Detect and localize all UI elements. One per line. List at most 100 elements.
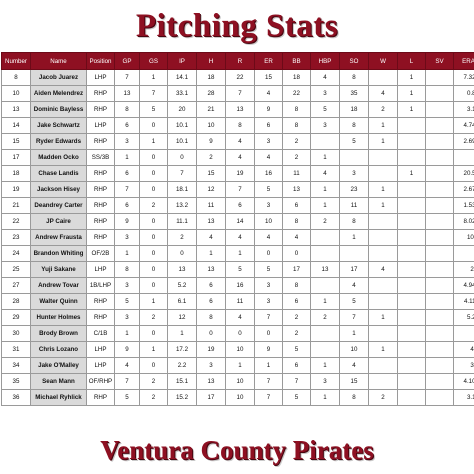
table-cell: 8	[196, 309, 226, 326]
table-cell: 13	[196, 261, 226, 278]
table-cell: 2	[282, 309, 311, 326]
table-cell: 2.7	[453, 261, 474, 278]
table-cell: 4	[254, 85, 283, 102]
column-header: IP	[167, 52, 197, 70]
table-cell: 2	[368, 389, 398, 406]
table-cell: Walter Quinn	[30, 293, 87, 310]
table-cell: 25	[1, 261, 31, 278]
table-cell: 27	[1, 277, 31, 294]
table-cell	[425, 325, 454, 342]
table-cell: 9	[254, 341, 283, 358]
table-cell: 8	[339, 69, 369, 86]
table-cell: 19	[225, 165, 255, 182]
table-cell: 0	[139, 229, 168, 246]
table-cell: 22	[1, 213, 31, 230]
table-cell	[368, 373, 398, 390]
column-header: GP	[114, 52, 140, 70]
table-cell: 4	[225, 229, 255, 246]
table-cell: JP Caire	[30, 213, 87, 230]
table-cell: 5	[339, 293, 369, 310]
table-cell: Jake O'Malley	[30, 357, 87, 374]
table-cell: 2.692	[453, 133, 474, 150]
column-header: Name	[30, 52, 87, 70]
table-cell: RHP	[86, 293, 115, 310]
table-cell: 22	[225, 69, 255, 86]
table-cell: Andrew Tovar	[30, 277, 87, 294]
table-cell: 35	[339, 85, 369, 102]
table-cell: 19	[196, 341, 226, 358]
table-cell: 1	[368, 341, 398, 358]
table-cell	[425, 133, 454, 150]
column-header: GS	[139, 52, 168, 70]
table-cell: 15.1	[167, 373, 197, 390]
table-cell: 8	[225, 117, 255, 134]
table-cell: 30	[1, 325, 31, 342]
table-cell: 29	[1, 309, 31, 326]
table-cell	[425, 117, 454, 134]
table-cell: 6.1	[167, 293, 197, 310]
table-cell	[368, 213, 398, 230]
table-cell: 1	[397, 101, 426, 118]
table-cell: 9	[254, 101, 283, 118]
table-cell	[397, 229, 426, 246]
table-cell: 7	[114, 373, 140, 390]
table-cell: 7	[114, 69, 140, 86]
table-cell	[397, 213, 426, 230]
table-cell	[397, 309, 426, 326]
column-header: SV	[425, 52, 454, 70]
table-cell: 4	[310, 69, 340, 86]
table-cell: 1	[310, 149, 340, 166]
table-cell: 0	[196, 325, 226, 342]
table-cell: 8	[339, 213, 369, 230]
table-cell: 1	[114, 149, 140, 166]
table-cell: 16	[225, 277, 255, 294]
table-cell: RHP	[86, 101, 115, 118]
table-cell: 0	[167, 149, 197, 166]
table-cell: 2	[196, 149, 226, 166]
table-cell: 2	[139, 197, 168, 214]
table-cell: 1	[139, 293, 168, 310]
table-cell	[368, 149, 398, 166]
table-cell: 11	[196, 197, 226, 214]
table-cell	[425, 357, 454, 374]
table-cell: 14.1	[167, 69, 197, 86]
table-cell: SS/3B	[86, 149, 115, 166]
table-cell	[368, 69, 398, 86]
table-cell: 3.5	[453, 357, 474, 374]
table-cell: 13	[1, 101, 31, 118]
table-cell: RHP	[86, 165, 115, 182]
table-cell: 8	[114, 101, 140, 118]
table-cell: 35	[1, 373, 31, 390]
table-cell: 6	[196, 277, 226, 294]
table-cell: 8	[282, 277, 311, 294]
table-cell: 1	[114, 245, 140, 262]
table-cell: 1	[397, 165, 426, 182]
table-cell: 5	[139, 101, 168, 118]
table-cell: 11.1	[167, 213, 197, 230]
table-cell: 2	[139, 389, 168, 406]
table-cell: 4.5	[453, 341, 474, 358]
table-row: 10 Aiden Melendrez RHP 13 7 33.1 28 7 4 22 3 35 4 1 0.…	[1, 85, 474, 102]
table-cell: 0	[139, 277, 168, 294]
table-cell	[368, 325, 398, 342]
table-cell: 3	[310, 117, 340, 134]
table-cell	[397, 357, 426, 374]
table-cell: 0	[453, 325, 474, 342]
table-cell	[310, 325, 340, 342]
table-cell: LHP	[86, 261, 115, 278]
table-cell: 2	[310, 309, 340, 326]
table-cell: 13.2	[167, 197, 197, 214]
table-cell	[397, 341, 426, 358]
table-cell: 11	[282, 165, 311, 182]
table-cell: 22	[282, 85, 311, 102]
table-cell: 5	[282, 341, 311, 358]
table-cell: 4	[339, 277, 369, 294]
page-title: Pitching Stats	[135, 8, 339, 44]
table-cell: 2.2	[167, 357, 197, 374]
table-cell: 2	[282, 149, 311, 166]
table-cell: Jacob Juarez	[30, 69, 87, 86]
